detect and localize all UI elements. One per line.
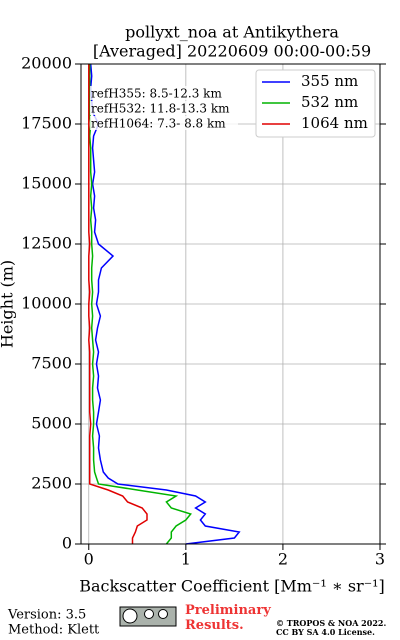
x-axis-label: Backscatter Coefficient [Mm⁻¹ ∗ sr⁻¹] xyxy=(79,577,385,596)
data-line xyxy=(88,64,148,544)
x-tick-label: 1 xyxy=(181,550,191,569)
annotation-bg xyxy=(90,101,238,115)
annotation-bg xyxy=(90,116,238,130)
y-tick-label: 15000 xyxy=(21,174,72,193)
y-axis-label: Height (m) xyxy=(0,260,17,348)
copyright: © TROPOS & NOA 2022. xyxy=(276,618,386,628)
x-tick-label: 3 xyxy=(375,550,385,569)
x-tick-label: 2 xyxy=(278,550,288,569)
cc-icon xyxy=(119,606,177,627)
legend-label: 532 nm xyxy=(301,93,358,111)
data-line xyxy=(89,63,241,545)
plot-frame xyxy=(80,63,381,545)
y-tick-label: 10000 xyxy=(21,294,72,313)
version: Version: 3.5 xyxy=(7,608,86,623)
status-text: Preliminary Results. xyxy=(185,603,271,633)
x-tick-label: 0 xyxy=(84,550,94,569)
annotation: refH532: 11.8-13.3 km xyxy=(91,102,230,116)
y-tick-label: 7500 xyxy=(31,354,72,373)
method: Method: Klett xyxy=(8,623,100,638)
annotation: refH355: 8.5-12.3 km xyxy=(91,87,222,101)
legend-box xyxy=(255,69,376,138)
y-tick-label: 20000 xyxy=(21,54,72,73)
y-tick-label: 0 xyxy=(62,534,72,553)
chart-subtitle: [Averaged] 20220609 00:00-00:59 xyxy=(93,42,371,61)
chart-title: pollyxt_noa at Antikythera xyxy=(125,23,339,42)
data-line xyxy=(88,64,192,545)
annotation: refH1064: 7.3- 8.8 km xyxy=(91,117,226,131)
legend-label: 355 nm xyxy=(301,72,358,90)
license: CC BY SA 4.0 License. xyxy=(276,627,375,637)
y-tick-label: 17500 xyxy=(21,114,72,133)
annotation-bg xyxy=(90,86,238,100)
y-tick-label: 2500 xyxy=(31,474,72,493)
y-tick-label: 12500 xyxy=(21,234,72,253)
legend-label: 1064 nm xyxy=(301,114,368,132)
y-tick-label: 5000 xyxy=(31,414,72,433)
